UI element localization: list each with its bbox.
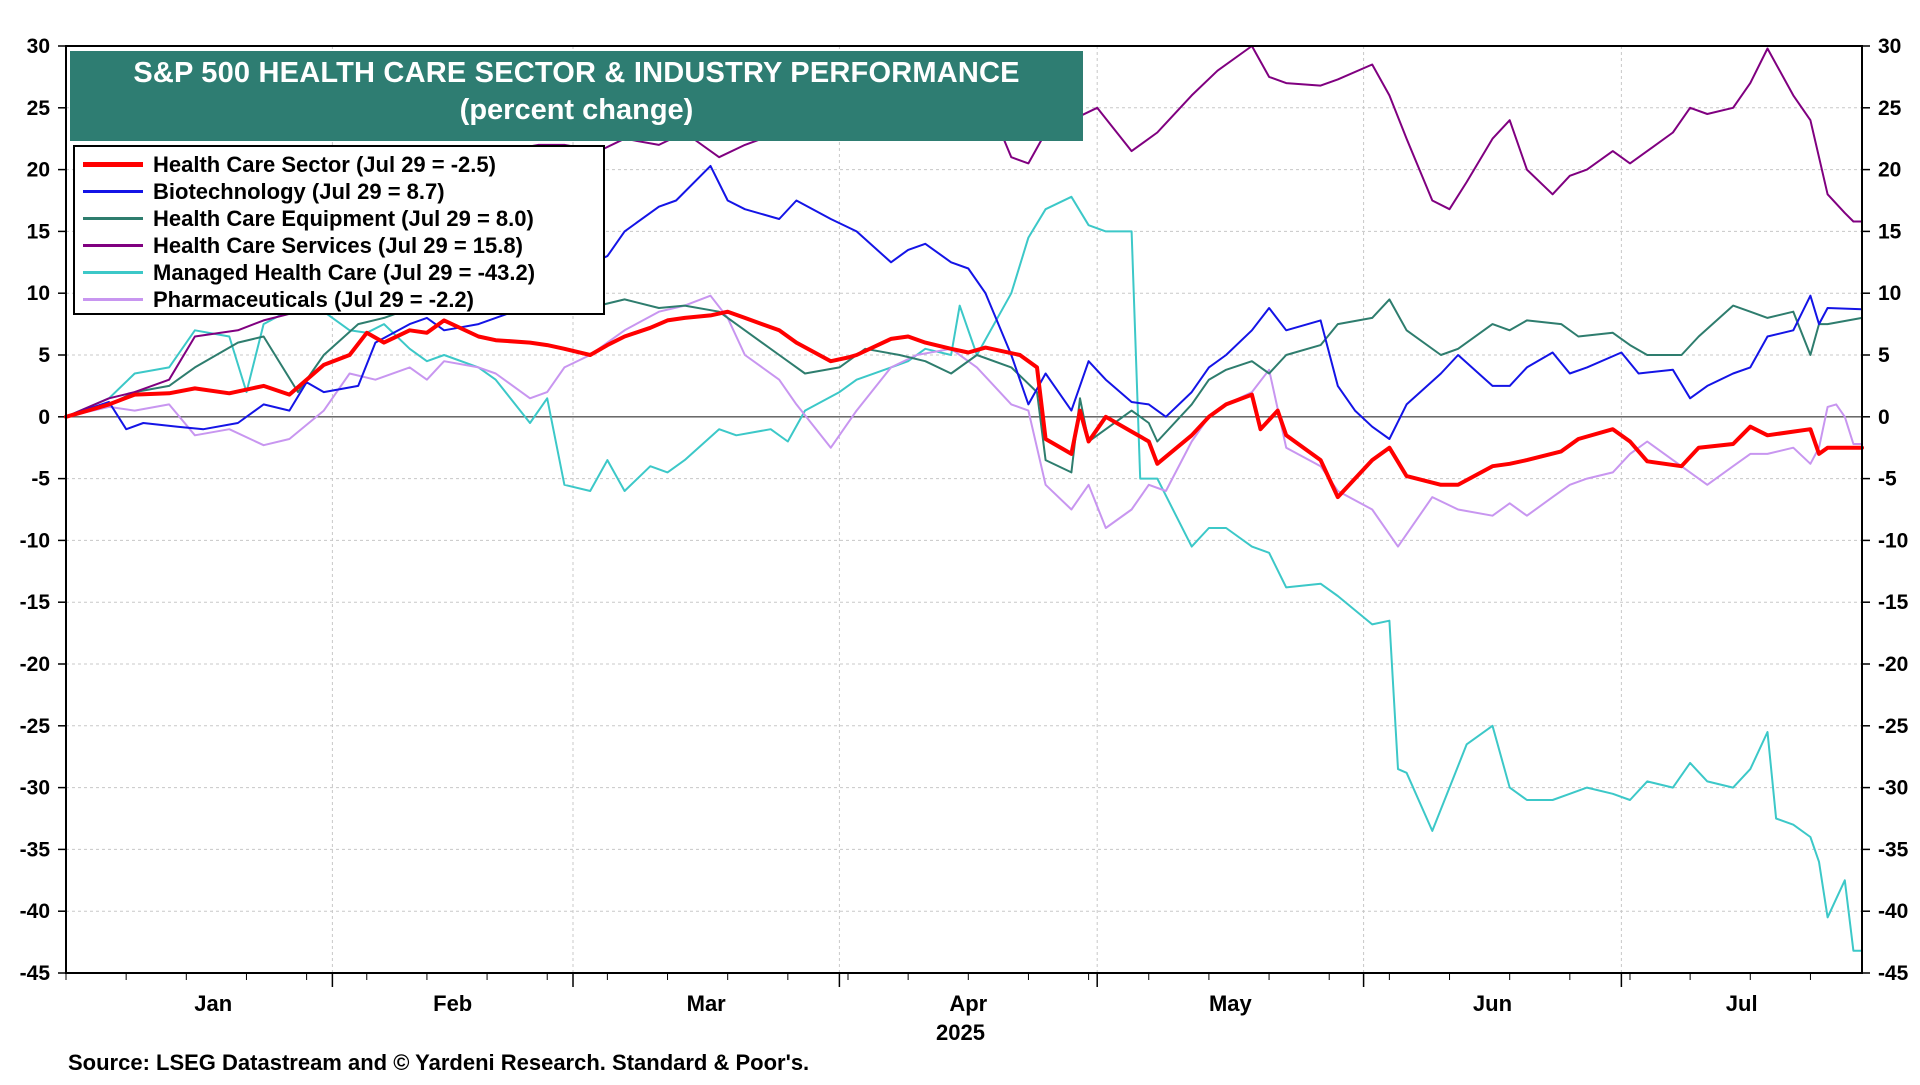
series-line-biotechnology [65,164,1863,440]
y-tick-label-right: 20 [1878,159,1901,182]
y-tick-label-right: 0 [1878,406,1890,429]
source-note: Source: LSEG Datastream and © Yardeni Re… [68,1050,810,1075]
y-tick-label-left: 15 [27,220,51,243]
y-tick-label-left: 10 [27,282,50,305]
legend-swatch [83,217,143,220]
legend-label: Managed Health Care (Jul 29 = -43.2) [153,259,536,285]
y-tick-label-right: -45 [1878,962,1909,985]
y-tick-label-left: -15 [20,591,51,614]
series-line-pharmaceuticals [65,294,1863,548]
legend-swatch [83,298,143,301]
y-tick-label-left: -35 [20,838,51,861]
y-tick-label-left: -20 [20,653,50,676]
legend-item: Health Care Equipment (Jul 29 = 8.0) [75,205,603,232]
chart-subtitle: (percent change) [459,94,694,126]
series-line-health-care-equipment [65,298,1863,474]
y-tick-label-right: 5 [1878,344,1890,367]
y-tick-label-left: -40 [20,900,50,923]
legend-label: Health Care Services (Jul 29 = 15.8) [153,232,523,258]
y-tick-label-right: -10 [1878,529,1908,552]
y-tick-label-left: 30 [27,35,50,58]
y-tick-label-right: 10 [1878,282,1901,305]
y-tick-label-right: -25 [1878,715,1909,738]
x-tick-label: Mar [687,991,727,1016]
x-tick-label: Jan [194,991,232,1016]
legend-swatch [83,190,143,193]
legend-label: Biotechnology (Jul 29 = 8.7) [153,178,445,204]
x-tick-label: Jun [1473,991,1512,1016]
y-tick-label-left: -5 [31,468,50,491]
x-axis-year-label: 2025 [936,1020,985,1045]
legend-item: Health Care Sector (Jul 29 = -2.5) [75,151,603,178]
y-tick-label-right: -5 [1878,468,1897,491]
legend-item: Pharmaceuticals (Jul 29 = -2.2) [75,286,603,313]
y-tick-label-right: 15 [1878,220,1902,243]
x-tick-label: Feb [433,991,472,1016]
legend-swatch [83,162,143,167]
y-tick-label-right: 30 [1878,35,1901,58]
legend-swatch [83,271,143,274]
y-tick-label-left: -45 [20,962,51,985]
plot-frame [65,45,1863,974]
series-line-health-care-sector [64,309,1864,500]
y-tick-label-right: -40 [1878,900,1908,923]
legend-label: Health Care Equipment (Jul 29 = 8.0) [153,205,534,231]
legend: Health Care Sector (Jul 29 = -2.5) Biotec… [73,145,605,315]
legend-item: Managed Health Care (Jul 29 = -43.2) [75,259,603,286]
y-tick-label-left: -10 [20,529,50,552]
chart-title-box: S&P 500 HEALTH CARE SECTOR & INDUSTRY PE… [70,51,1083,141]
legend-label: Pharmaceuticals (Jul 29 = -2.2) [153,286,474,312]
x-tick-label: Jul [1726,991,1758,1016]
y-tick-label-left: -30 [20,777,50,800]
legend-item: Health Care Services (Jul 29 = 15.8) [75,232,603,259]
y-tick-label-right: -15 [1878,591,1909,614]
y-tick-label-left: -25 [20,715,51,738]
chart-title: S&P 500 HEALTH CARE SECTOR & INDUSTRY PE… [133,57,1020,89]
y-tick-label-right: -20 [1878,653,1908,676]
legend-swatch [83,244,143,247]
x-tick-label: Apr [949,991,987,1016]
y-tick-label-left: 25 [27,97,51,120]
legend-item: Biotechnology (Jul 29 = 8.7) [75,178,603,205]
x-tick-label: May [1209,991,1253,1016]
y-tick-label-left: 20 [27,159,50,182]
y-tick-label-left: 5 [38,344,50,367]
legend-label: Health Care Sector (Jul 29 = -2.5) [153,151,496,177]
series-line-managed-health-care [65,195,1863,952]
y-tick-label-right: -35 [1878,838,1909,861]
y-tick-label-right: 25 [1878,97,1902,120]
y-tick-label-left: 0 [38,406,50,429]
y-tick-label-right: -30 [1878,777,1908,800]
